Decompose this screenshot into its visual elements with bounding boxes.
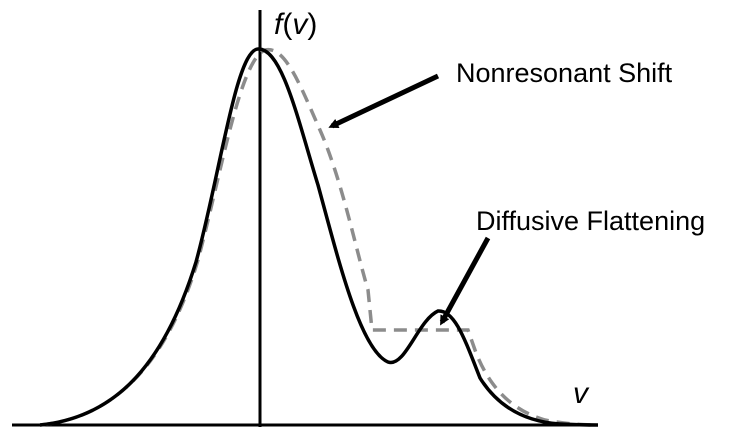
diffusive-flattening-arrow [439,236,491,326]
x-axis-label: v [573,377,590,410]
solid-initial-distribution-curve [39,47,599,427]
dashed-modified-distribution-curve [39,47,599,427]
nonresonant-shift-label: Nonresonant Shift [456,58,673,88]
diffusive-flattening-label: Diffusive Flattening [476,206,705,236]
y-axis-label: f(v) [274,8,317,41]
nonresonant-shift-arrow [328,73,440,129]
